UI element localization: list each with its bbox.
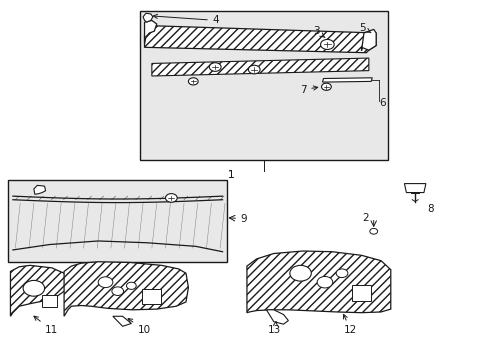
Text: 1: 1 [227,170,234,180]
Circle shape [289,265,311,281]
Polygon shape [10,265,68,316]
Circle shape [112,287,123,296]
Circle shape [165,194,177,202]
Text: 7: 7 [299,85,317,95]
Polygon shape [144,26,375,53]
Polygon shape [64,262,188,316]
Polygon shape [34,185,45,194]
Circle shape [23,280,44,296]
Text: 8: 8 [427,204,433,214]
Circle shape [320,40,333,49]
Polygon shape [113,316,131,326]
Polygon shape [361,30,375,51]
Bar [142,289,160,304]
Circle shape [188,78,198,85]
Circle shape [369,228,377,234]
Circle shape [248,65,260,74]
Bar [140,12,387,160]
Polygon shape [322,78,371,82]
Circle shape [98,277,113,288]
Circle shape [126,282,136,289]
Text: 2: 2 [362,213,368,222]
Circle shape [321,83,330,90]
Polygon shape [152,58,368,76]
Circle shape [209,63,221,71]
Text: 13: 13 [267,321,281,336]
Bar [351,285,370,301]
Polygon shape [246,251,390,313]
Bar [42,295,57,307]
Text: 5: 5 [359,23,370,33]
Polygon shape [144,21,157,44]
Text: 11: 11 [34,316,59,336]
Polygon shape [404,184,425,193]
Polygon shape [143,13,153,22]
Text: 3: 3 [313,26,325,37]
Circle shape [317,276,332,288]
Polygon shape [266,310,288,324]
Text: 6: 6 [379,98,386,108]
Text: 4: 4 [153,14,219,26]
Text: 9: 9 [240,215,247,224]
Text: 12: 12 [343,314,357,336]
Text: 1: 1 [227,170,234,180]
Circle shape [335,269,347,278]
Text: 10: 10 [128,319,151,336]
Bar [8,180,227,262]
